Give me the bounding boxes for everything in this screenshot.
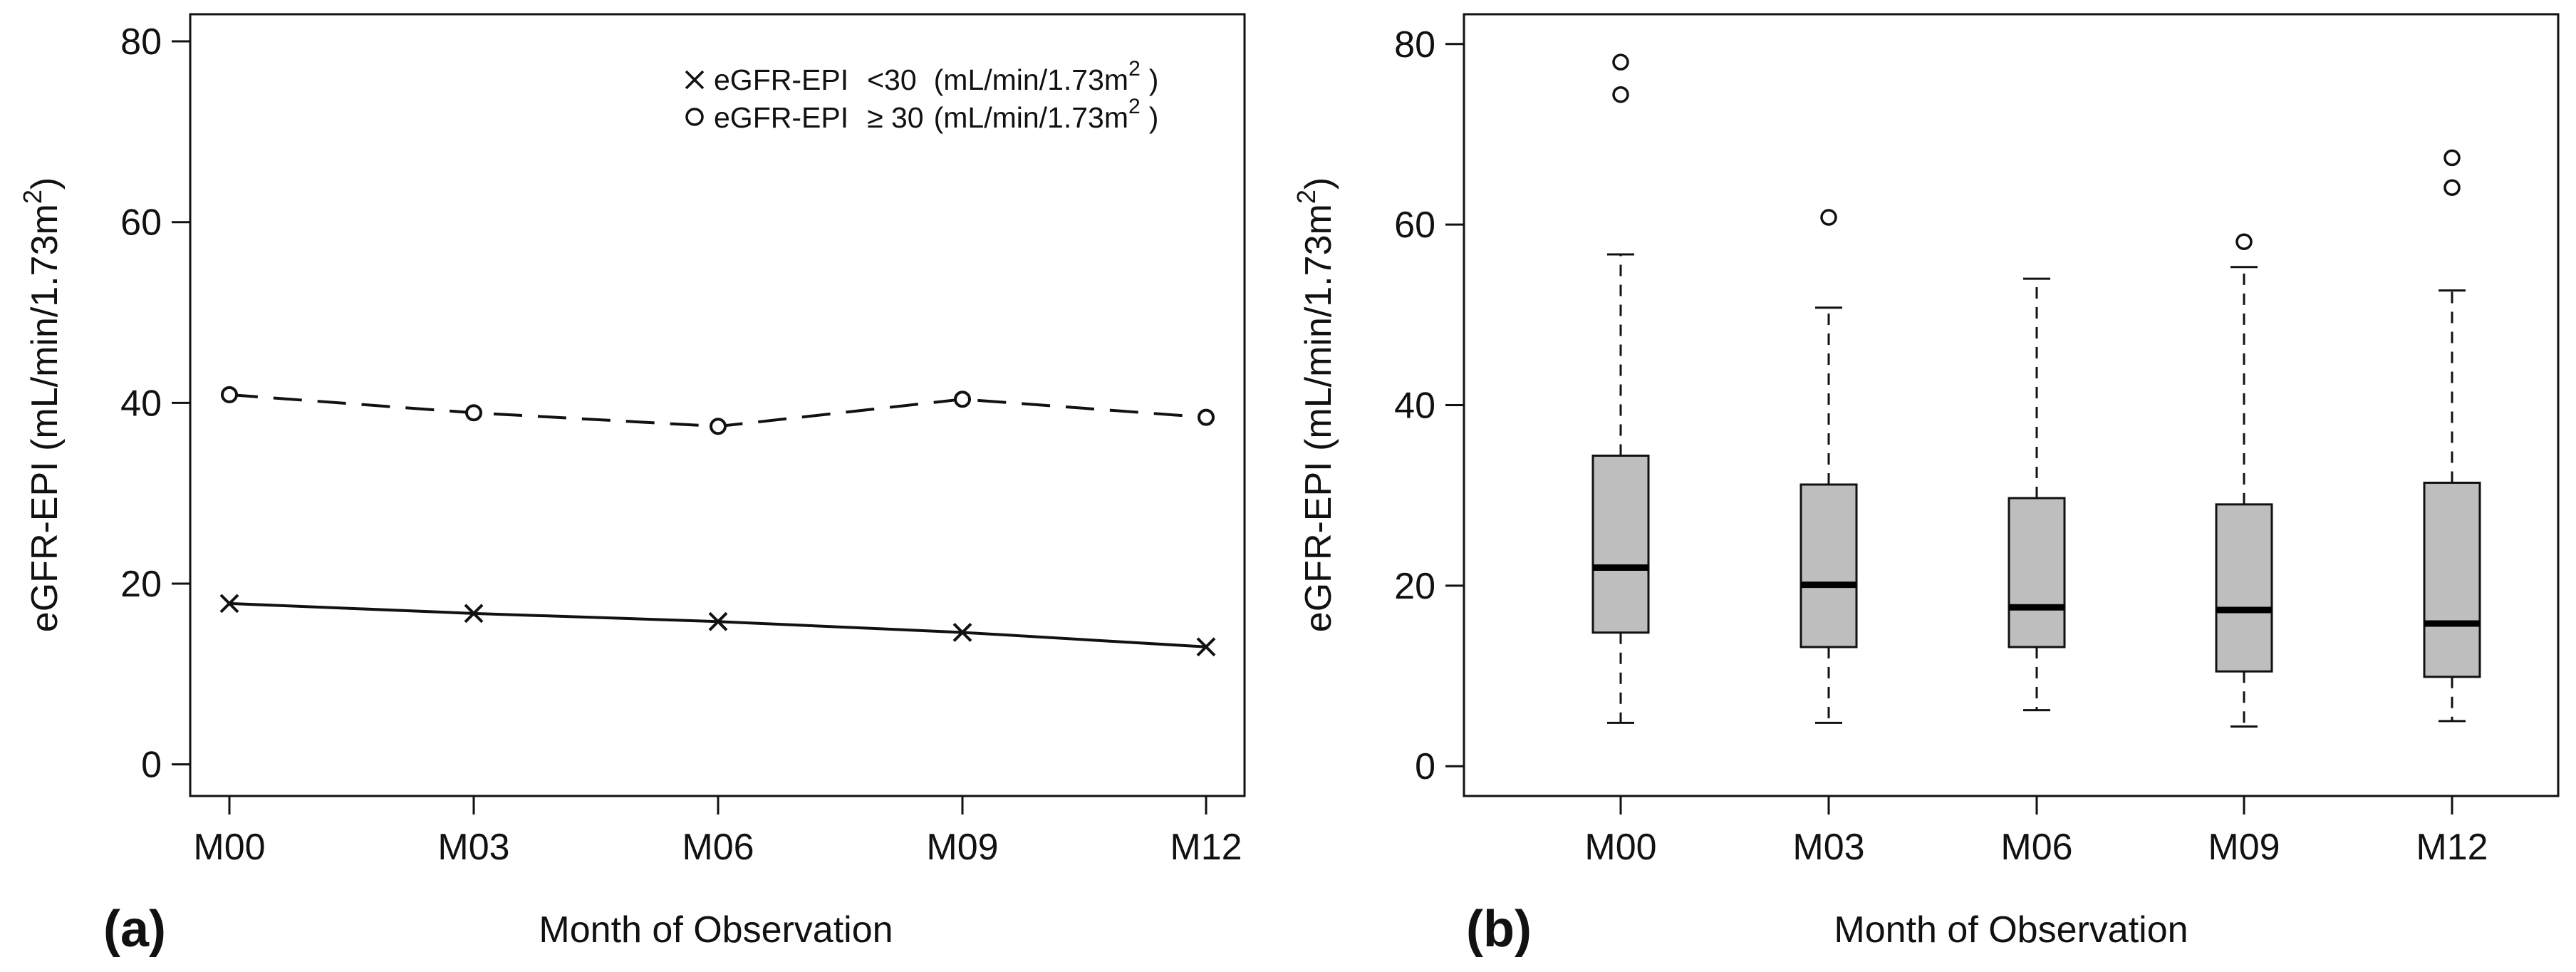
- panel-a-y-tick-label-1: 20: [120, 564, 162, 605]
- panel-b-x-tick-label-1: M03: [1792, 827, 1864, 868]
- outlier-point-1: [1612, 53, 1629, 71]
- panel-a-y-tick-label-2: 40: [120, 383, 162, 424]
- panel-b-y-tick-label-4: 80: [1394, 24, 1435, 66]
- outlier-point-0: [1820, 209, 1837, 226]
- panel-a-y-axis: 0 20 40 60 80: [120, 21, 190, 786]
- point-x-M06: [708, 611, 728, 631]
- panel-a-label: (a): [103, 901, 166, 958]
- panel-b-x-axis: M00 M03 M06 M09 M12: [1584, 796, 2488, 868]
- point-o-M12: [1198, 408, 1215, 426]
- iqr-box: [2215, 503, 2273, 673]
- series-above-30: [221, 386, 1215, 435]
- legend-x-marker-icon: [685, 70, 705, 90]
- panel-b-x-tick-label-0: M00: [1584, 827, 1656, 868]
- panel-a-x-tick-label-0: M00: [193, 827, 265, 868]
- panel-a-y-axis-title: eGFR-EPI (mL/min/1.73m2): [18, 177, 66, 632]
- panel-b-x-tick-label-3: M09: [2208, 827, 2280, 868]
- point-o-M06: [710, 418, 727, 435]
- panel-b-y-axis-title: eGFR-EPI (mL/min/1.73m2): [1292, 177, 1339, 632]
- point-x-M09: [952, 623, 972, 642]
- panel-b-boxes: [1591, 53, 2481, 728]
- panel-a-x-axis-title: Month of Observation: [539, 909, 893, 951]
- point-o-M00: [221, 386, 238, 403]
- box-M12: [2423, 149, 2481, 723]
- box-M00: [1591, 53, 1650, 724]
- panel-a-x-tick-label-2: M06: [682, 827, 754, 868]
- point-x-M03: [464, 604, 484, 624]
- point-x-M12: [1196, 637, 1216, 657]
- outlier-point-0: [2235, 233, 2253, 250]
- legend-item-below-30: eGFR-EPI <30 (mL/min/1.73m2): [685, 57, 1158, 96]
- panel-a-line-chart: 0 20 40 60 80 M00 M03 M06 M09 M12 Month of Obser…: [18, 13, 1246, 958]
- series-below-30: [219, 594, 1216, 657]
- panel-b-plot-frame: [1463, 13, 2560, 797]
- panel-a-y-tick-label-4: 80: [120, 21, 162, 63]
- iqr-box: [1799, 483, 1858, 648]
- panel-a-series: [219, 386, 1216, 657]
- legend-item-above-30: eGFR-EPI ≥ 30 (mL/min/1.73m2): [685, 95, 1158, 134]
- box-M06: [2008, 277, 2066, 712]
- panel-b-y-axis: 0 20 40 60 80: [1394, 24, 1464, 787]
- outlier-point-0: [1612, 86, 1629, 103]
- panel-a-y-tick-label-3: 60: [120, 202, 162, 244]
- legend-text-below-30: eGFR-EPI <30 (mL/min/1.73m2): [714, 57, 1158, 96]
- legend-circle-marker-icon: [685, 108, 704, 126]
- iqr-box: [2008, 497, 2066, 648]
- point-o-M09: [954, 391, 971, 408]
- outlier-point-0: [2443, 179, 2461, 196]
- panel-b-x-axis-title: Month of Observation: [1834, 909, 2188, 951]
- panel-b-y-tick-label-3: 60: [1394, 205, 1435, 246]
- panel-a-x-axis: M00 M03 M06 M09 M12: [193, 796, 1242, 868]
- outlier-point-1: [2443, 149, 2461, 167]
- panel-b-box-plot: 0 20 40 60 80 M00 M03 M06 M09 M12 Month of Obser…: [1292, 13, 2560, 958]
- point-x-M00: [219, 594, 239, 614]
- panel-b-label: (b): [1466, 901, 1532, 958]
- panel-b-x-tick-label-2: M06: [2000, 827, 2072, 868]
- panel-b-y-tick-label-2: 40: [1394, 386, 1435, 427]
- iqr-box: [2423, 481, 2481, 678]
- panel-b-y-tick-label-1: 20: [1394, 566, 1435, 607]
- legend-text-above-30: eGFR-EPI ≥ 30 (mL/min/1.73m2): [714, 95, 1158, 134]
- panel-a-x-tick-label-4: M12: [1170, 827, 1242, 868]
- panel-a-x-tick-label-1: M03: [437, 827, 509, 868]
- panel-a-legend: eGFR-EPI <30 (mL/min/1.73m2) eGFR-EPI ≥ 30(…: [685, 57, 1158, 134]
- series-line-0: [229, 601, 1207, 648]
- panel-a-y-tick-label-0: 0: [141, 745, 162, 786]
- panel-b-y-tick-label-0: 0: [1415, 746, 1435, 787]
- box-M09: [2215, 233, 2273, 728]
- point-o-M03: [465, 404, 482, 422]
- panel-a-x-tick-label-3: M09: [926, 827, 998, 868]
- box-M03: [1799, 209, 1858, 724]
- panel-b-x-tick-label-4: M12: [2416, 827, 2488, 868]
- iqr-box: [1591, 454, 1650, 634]
